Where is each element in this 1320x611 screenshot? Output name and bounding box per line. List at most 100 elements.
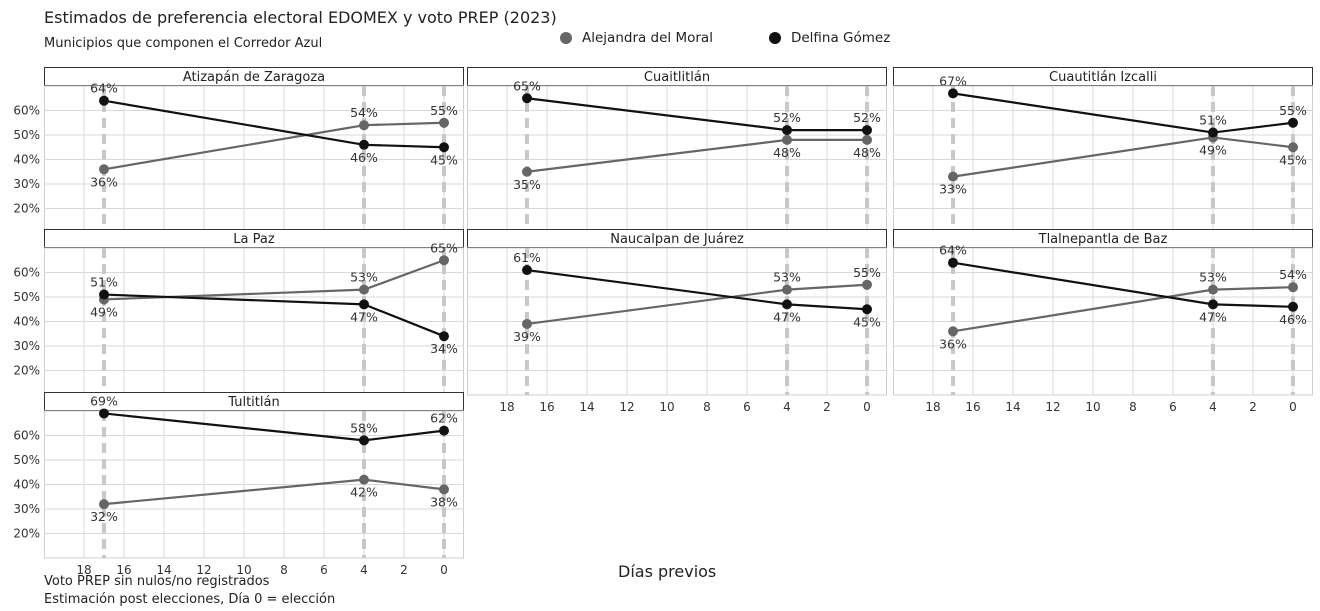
facet-title: La Paz (233, 232, 275, 247)
facet-title: Cuaitlitlán (644, 70, 710, 85)
x-tick-label: 14 (579, 400, 594, 414)
series-line (526, 268, 868, 311)
facet-panel: Atizapán de Zaragoza 20% 30% 40% 50% 60% 36% 54… (13, 67, 464, 234)
x-tick-label: 16 (965, 400, 980, 414)
data-point (99, 289, 109, 300)
data-point (99, 408, 109, 419)
y-tick-label: 40% (13, 478, 40, 492)
data-point (359, 284, 369, 295)
data-point (782, 284, 792, 295)
y-tick-label: 60% (13, 104, 40, 118)
x-tick-label: 0 (440, 563, 448, 577)
data-point (522, 318, 532, 329)
x-tick-label: 18 (76, 563, 91, 577)
chart-subtitle: Municipios que componen el Corredor Azul (44, 36, 323, 51)
x-tick-label: 10 (236, 563, 251, 577)
data-point (1288, 282, 1298, 293)
data-label: 53% (1199, 270, 1227, 285)
data-point (522, 265, 532, 276)
data-point (359, 139, 369, 150)
y-tick-label: 50% (13, 453, 40, 467)
data-label: 69% (90, 393, 118, 408)
data-label: 34% (430, 341, 458, 356)
x-tick-label: 6 (320, 563, 328, 577)
x-tick-label: 12 (196, 563, 211, 577)
data-point (439, 425, 449, 436)
y-tick-label: 30% (13, 502, 40, 516)
y-tick-label: 40% (13, 153, 40, 167)
y-tick-label: 40% (13, 315, 40, 329)
facet-panel: Cuaitlitlán 35% 48% 48% 65% 52% 52% (467, 67, 887, 234)
data-label: 52% (853, 110, 881, 125)
data-label: 45% (1279, 152, 1307, 167)
y-tick-label: 50% (13, 128, 40, 142)
x-tick-label: 10 (659, 400, 674, 414)
data-point (99, 95, 109, 106)
data-point (1208, 284, 1218, 295)
legend-item-alejandra: Alejandra del Moral (560, 30, 713, 46)
x-tick-label: 8 (703, 400, 711, 414)
data-point (782, 125, 792, 136)
y-tick-label: 60% (13, 429, 40, 443)
legend-swatch-alejandra (560, 32, 572, 44)
x-tick-label: 2 (1249, 400, 1257, 414)
facet-title: Naucalpan de Juárez (610, 232, 744, 247)
data-label: 49% (90, 304, 118, 319)
data-point (359, 299, 369, 310)
data-label: 54% (350, 105, 378, 120)
data-label: 64% (939, 243, 967, 258)
legend-label-delfina: Delfina Gómez (790, 30, 891, 46)
x-tick-label: 18 (499, 400, 514, 414)
x-tick-label: 12 (1045, 400, 1060, 414)
caption-line-2: Estimación post elecciones, Día 0 = elec… (44, 592, 336, 607)
series-line (103, 259, 445, 301)
facet-title: Tultitlán (227, 395, 279, 410)
data-label: 52% (773, 110, 801, 125)
x-tick-label: 8 (280, 563, 288, 577)
chart-title: Estimados de preferencia electoral EDOME… (44, 8, 557, 27)
x-tick-label: 0 (863, 400, 871, 414)
data-point (439, 331, 449, 342)
data-label: 58% (350, 420, 378, 435)
series-line (952, 286, 1294, 333)
y-tick-label: 20% (13, 364, 40, 378)
facet-panel: La Paz 20% 30% 40% 50% 60% 49% 53% 65% 51% 47% 34% (13, 229, 464, 396)
data-point (1288, 301, 1298, 312)
data-label: 39% (513, 329, 541, 344)
data-point (359, 435, 369, 446)
facet-title: Tlalnepantla de Baz (1038, 232, 1168, 247)
data-label: 49% (1199, 142, 1227, 157)
data-point (862, 304, 872, 315)
x-tick-label: 4 (783, 400, 791, 414)
data-point (99, 499, 109, 510)
x-tick-label: 14 (1005, 400, 1020, 414)
data-label: 65% (430, 240, 458, 255)
data-point (948, 171, 958, 182)
series-line (526, 138, 867, 173)
data-label: 61% (513, 250, 541, 265)
x-tick-label: 6 (743, 400, 751, 414)
series-line (103, 412, 445, 442)
data-label: 67% (939, 73, 967, 88)
x-tick-label: 4 (1209, 400, 1217, 414)
data-label: 45% (853, 314, 881, 329)
x-tick-label: 2 (823, 400, 831, 414)
x-tick-label: 18 (925, 400, 940, 414)
x-tick-label: 16 (116, 563, 131, 577)
x-tick-label: 2 (400, 563, 408, 577)
data-label: 36% (90, 174, 118, 189)
data-point (782, 299, 792, 310)
data-label: 42% (350, 485, 378, 500)
data-point (439, 142, 449, 153)
data-label: 54% (1279, 267, 1307, 282)
data-point (359, 474, 369, 485)
data-label: 38% (430, 494, 458, 509)
facet-title: Cuautitlán Izcalli (1049, 70, 1157, 85)
data-label: 47% (773, 309, 801, 324)
data-label: 46% (350, 150, 378, 165)
data-point (439, 117, 449, 128)
series-line (952, 136, 1294, 178)
data-point (522, 166, 532, 177)
data-label: 55% (853, 265, 881, 280)
